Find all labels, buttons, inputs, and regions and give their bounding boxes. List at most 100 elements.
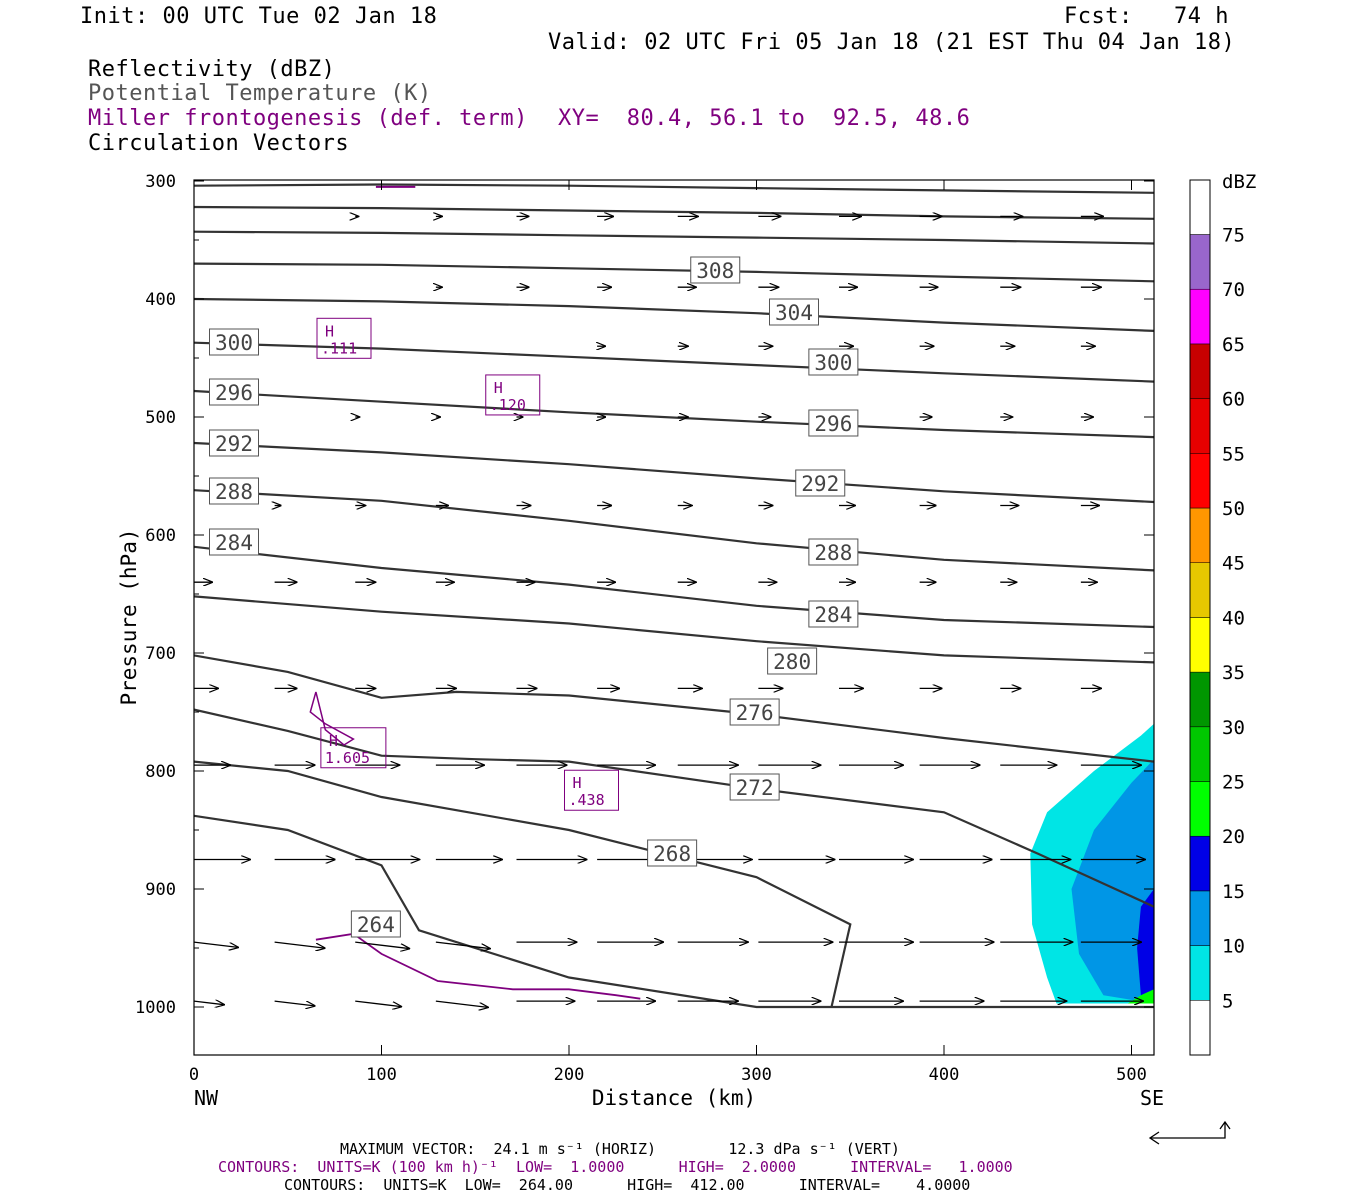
- frontogenesis-max-box-1: [316, 317, 372, 359]
- circulation-vector: [355, 941, 409, 948]
- theta-label-284: 284: [814, 603, 852, 627]
- colorbar-swatch-55: [1189, 398, 1211, 454]
- frontogenesis-max-label-4: H: [573, 774, 582, 792]
- theta-contour-292: [194, 441, 1154, 504]
- frontogenesis-contour-a: [309, 691, 355, 746]
- colorbar-label-30: 30: [1222, 717, 1245, 739]
- field-reflectivity: Reflectivity (dBZ): [88, 57, 336, 82]
- x-axis-title: Distance (km): [592, 1086, 756, 1110]
- circulation-vector: [194, 941, 238, 947]
- colorbar-swatch-45: [1189, 507, 1211, 563]
- theta-label-left-300-box: [209, 328, 259, 356]
- theta-contour-line-3: [194, 262, 1154, 283]
- theta-label-296: 296: [814, 412, 852, 436]
- colorbar-label-75: 75: [1222, 225, 1245, 247]
- theta-label-284-box: [808, 600, 859, 628]
- circulation-vector: [194, 1001, 224, 1005]
- theta-contour-288: [194, 489, 1154, 572]
- theta-label-308: 308: [696, 259, 734, 283]
- theta-label-left-292: 292: [215, 432, 253, 456]
- colorbar-label-5: 5: [1222, 990, 1233, 1012]
- theta-label-264-box: [350, 910, 401, 938]
- colorbar-swatch-70: [1189, 234, 1211, 290]
- plot-frame: [193, 179, 1155, 1056]
- theta-label-left-296: 296: [215, 381, 253, 405]
- colorbar-frame: [1189, 179, 1211, 1056]
- theta-label-left-288: 288: [215, 480, 253, 504]
- theta-label-300: 300: [814, 351, 852, 375]
- colorbar-label-55: 55: [1222, 443, 1245, 465]
- circulation-vector: [274, 941, 325, 948]
- theta-label-280: 280: [773, 650, 811, 674]
- theta-label-276: 276: [736, 701, 774, 725]
- x-end-label-se: SE: [1140, 1086, 1164, 1110]
- frontogenesis-max-label-3: H: [329, 732, 338, 750]
- y-tick-label: 800: [145, 762, 176, 782]
- theta-contour-note: CONTOURS: UNITS=K LOW= 264.00 HIGH= 412.…: [284, 1176, 971, 1194]
- theta-label-276-box: [729, 698, 780, 726]
- frontogenesis-max-value-2: .120: [490, 396, 526, 414]
- colorbar-swatch-65: [1189, 288, 1211, 345]
- field-circulation-vectors: Circulation Vectors: [88, 131, 350, 156]
- colorbar-label-60: 60: [1222, 389, 1245, 411]
- colorbar-swatch-10: [1189, 890, 1211, 946]
- field-potential-temperature: Potential Temperature (K): [88, 81, 432, 106]
- theta-contour-296: [194, 389, 1154, 439]
- theta-label-left-288-box: [209, 477, 259, 505]
- frontogenesis-contour-note: CONTOURS: UNITS=K (100 km h)⁻¹ LOW= 1.00…: [218, 1158, 1013, 1176]
- forecast-hour: Fcst: 74 h: [1064, 4, 1229, 29]
- max-vector-note: MAXIMUM VECTOR: 24.1 m s⁻¹ (HORIZ) 12.3 …: [340, 1140, 900, 1158]
- theta-label-left-284-box: [209, 528, 259, 556]
- circulation-vector: [274, 1000, 315, 1006]
- theta-label-292: 292: [801, 472, 839, 496]
- colorbar-label-65: 65: [1222, 334, 1245, 356]
- theta-label-272-box: [729, 773, 780, 801]
- frontogenesis-max-box-3: [320, 727, 387, 769]
- colorbar-swatch-75: [1189, 179, 1211, 235]
- theta-label-304: 304: [775, 301, 813, 325]
- colorbar-swatch-25: [1189, 726, 1211, 782]
- colorbar-label-25: 25: [1222, 772, 1245, 794]
- theta-contour-line-1: [194, 205, 1154, 220]
- colorbar-swatch-5: [1189, 945, 1211, 1001]
- theta-contour-308: [194, 183, 1154, 194]
- colorbar-label-15: 15: [1222, 881, 1245, 903]
- colorbar-label-20: 20: [1222, 826, 1245, 848]
- theta-contour-272: [194, 708, 1154, 908]
- y-tick-label: 900: [145, 880, 176, 900]
- theta-label-288-box: [808, 538, 859, 566]
- theta-label-296-box: [808, 409, 859, 437]
- y-tick-label: 700: [145, 644, 176, 664]
- colorbar-label-50: 50: [1222, 498, 1245, 520]
- valid-time: Valid: 02 UTC Fri 05 Jan 18 (21 EST Thu …: [548, 30, 1236, 55]
- theta-label-292-box: [795, 469, 846, 497]
- theta-contour-280: [194, 595, 1154, 664]
- theta-label-288: 288: [814, 541, 852, 565]
- frontogenesis-max-value-4: .438: [569, 791, 605, 809]
- reflectivity-15dbz-area: [1137, 889, 1154, 1002]
- theta-contour-268: [194, 760, 852, 1008]
- y-tick-label: 400: [145, 290, 176, 310]
- theta-label-268: 268: [653, 842, 691, 866]
- x-end-label-nw: NW: [194, 1086, 219, 1110]
- theta-contour-284: [194, 545, 1154, 629]
- colorbar-label-70: 70: [1222, 279, 1245, 301]
- colorbar-label-45: 45: [1222, 553, 1245, 575]
- x-tick-label: 400: [929, 1065, 960, 1085]
- x-tick-label: 200: [554, 1065, 585, 1085]
- colorbar-below-5: [1189, 1000, 1211, 1056]
- colorbar-label-35: 35: [1222, 662, 1245, 684]
- y-tick-label: 300: [145, 172, 176, 192]
- frontogenesis-max-value-1: .111: [321, 339, 357, 357]
- theta-label-304-box: [769, 298, 819, 326]
- circulation-vector: [355, 1000, 401, 1007]
- field-frontogenesis: Miller frontogenesis (def. term): [88, 106, 528, 131]
- y-tick-label: 1000: [135, 998, 176, 1018]
- theta-label-264: 264: [357, 913, 395, 937]
- frontogenesis-max-box-2: [485, 374, 541, 416]
- circulation-vector: [435, 1000, 488, 1007]
- colorbar-swatch-30: [1189, 671, 1211, 728]
- frontogenesis-max-value-3: 1.605: [325, 749, 370, 767]
- theta-label-268-box: [647, 839, 698, 867]
